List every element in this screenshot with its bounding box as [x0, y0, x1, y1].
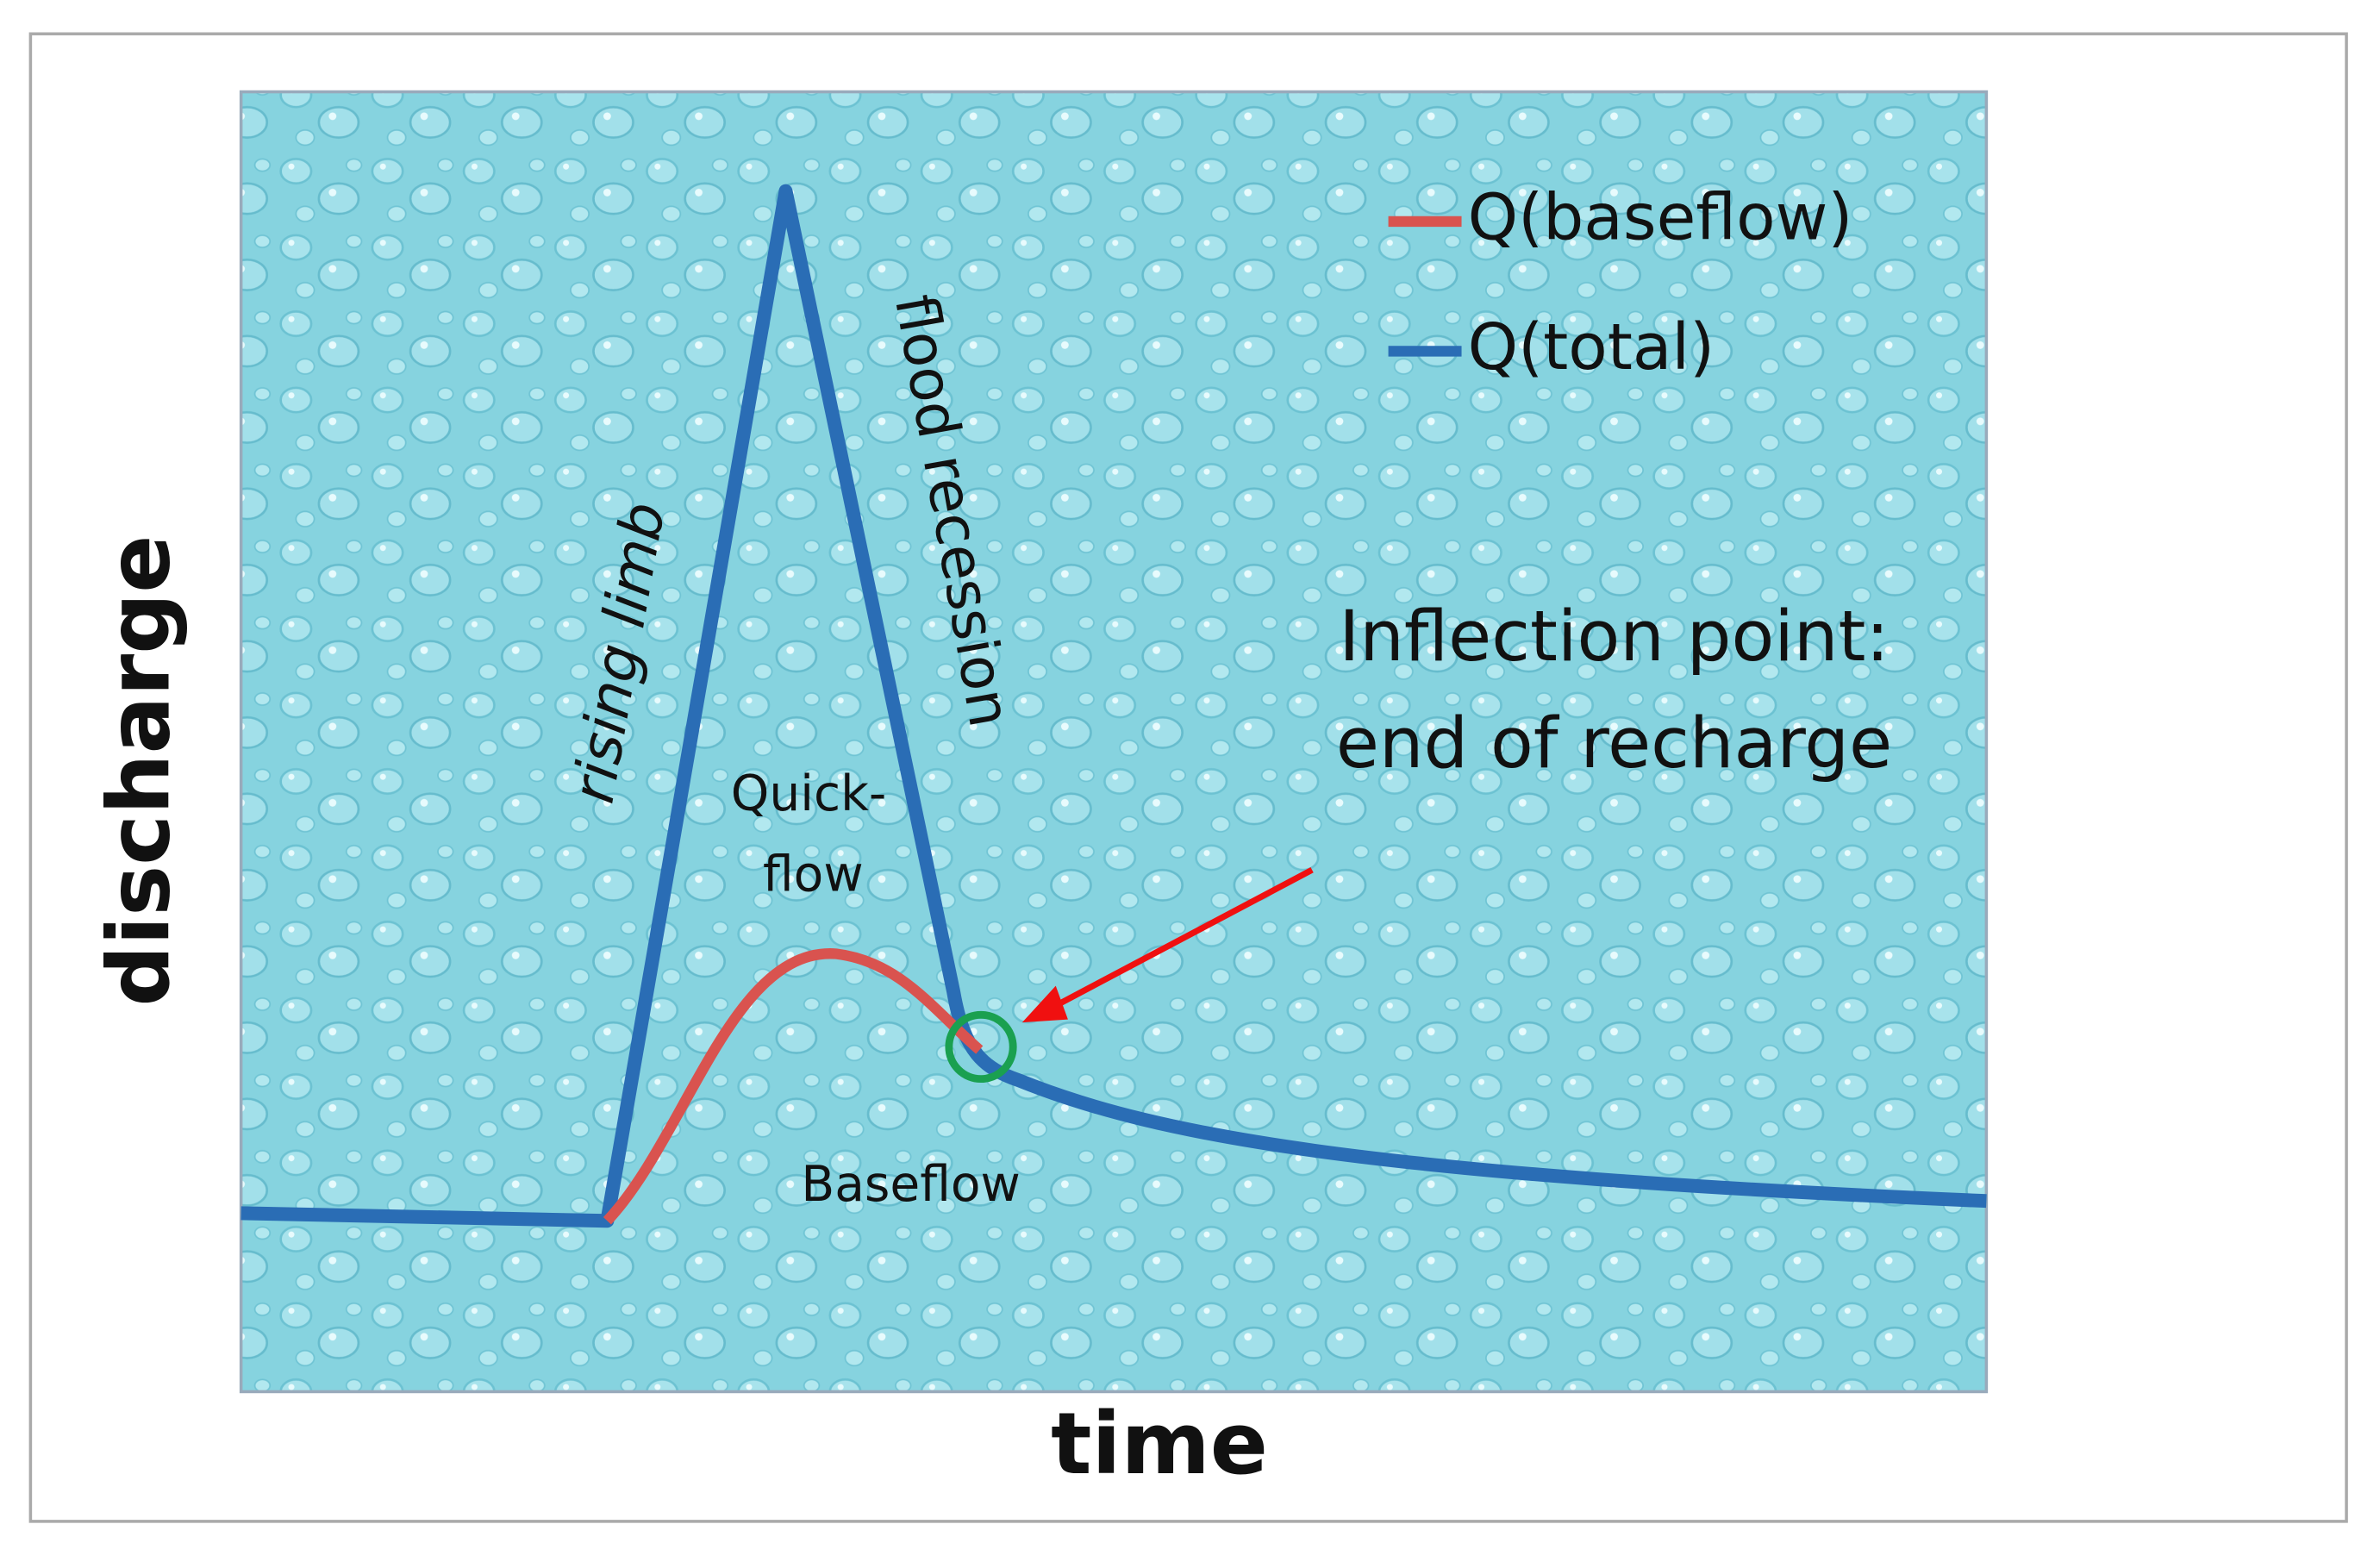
- annotation: Inflection point:: [1339, 596, 1890, 678]
- annotation: Quick-: [731, 765, 887, 822]
- annotation: flow: [763, 846, 864, 903]
- annotation: Baseflow: [801, 1156, 1021, 1213]
- inflection-marker: [945, 1010, 1017, 1084]
- legend-label: Q(total): [1468, 309, 1715, 384]
- x-axis-label: time: [1051, 1395, 1268, 1494]
- arrow-shaft: [1051, 867, 1314, 1010]
- annotation: end of recharge: [1336, 703, 1892, 784]
- y-axis-label: discharge: [90, 535, 189, 1007]
- plot-area: [239, 90, 1989, 1394]
- arrow-head: [1021, 985, 1068, 1023]
- baseflow-curve: [603, 948, 984, 1225]
- legend-label: Q(baseflow): [1468, 179, 1853, 254]
